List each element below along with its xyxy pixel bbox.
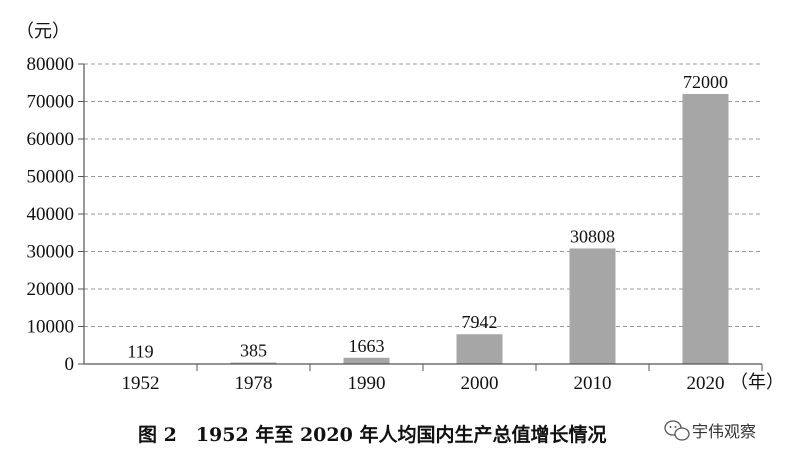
bar-1978 — [230, 362, 277, 364]
y-tick-label: 70000 — [27, 92, 75, 113]
y-tick-label: 60000 — [27, 129, 75, 150]
data-label-2000: 7942 — [462, 312, 498, 332]
y-tick-label: 10000 — [27, 317, 75, 338]
y-tick-label: 50000 — [27, 167, 75, 188]
axes — [78, 63, 763, 371]
y-tick-label: 30000 — [27, 242, 75, 263]
y-tick-labels: 0 10000 20000 30000 40000 50000 60000 70000 8000… — [27, 54, 75, 375]
x-tick-label-1978: 1978 — [235, 373, 273, 394]
x-axis-unit: （年） — [730, 372, 784, 393]
y-axis-unit: （元） — [16, 21, 70, 42]
x-tick-label-2010: 2010 — [574, 373, 612, 394]
y-tick-label: 40000 — [27, 204, 75, 225]
x-tick-label-2020: 2020 — [687, 373, 725, 394]
bar-1990 — [343, 357, 390, 364]
watermark-text: 宇伟观察 — [692, 422, 756, 441]
data-label-2010: 30808 — [570, 226, 615, 246]
data-label-2020: 72000 — [683, 72, 728, 92]
bar-2020 — [682, 94, 729, 364]
bars — [117, 94, 729, 365]
y-tick-label: 0 — [65, 354, 75, 375]
data-label-1990: 1663 — [349, 336, 385, 356]
data-labels: 119 385 1663 7942 30808 72000 — [127, 72, 728, 362]
x-tick-label-1952: 1952 — [122, 373, 160, 394]
wechat-logo-icon — [664, 420, 690, 441]
chart-title: 图 2 1952 年至 2020 年人均国内生产总值增长情况 — [138, 423, 606, 446]
watermark: 宇伟观察 — [664, 420, 756, 441]
y-tick-label: 20000 — [27, 279, 75, 300]
data-label-1978: 385 — [240, 341, 267, 361]
gridlines — [84, 63, 762, 327]
x-tick-labels: 1952 1978 1990 2000 2010 2020 — [122, 373, 725, 394]
y-tick-label: 80000 — [27, 54, 75, 75]
x-tick-label-2000: 2000 — [461, 373, 499, 394]
bar-2000 — [456, 334, 503, 364]
data-label-1952: 119 — [127, 342, 153, 362]
x-tick-label-1990: 1990 — [348, 373, 386, 394]
bar-2010 — [569, 248, 616, 364]
